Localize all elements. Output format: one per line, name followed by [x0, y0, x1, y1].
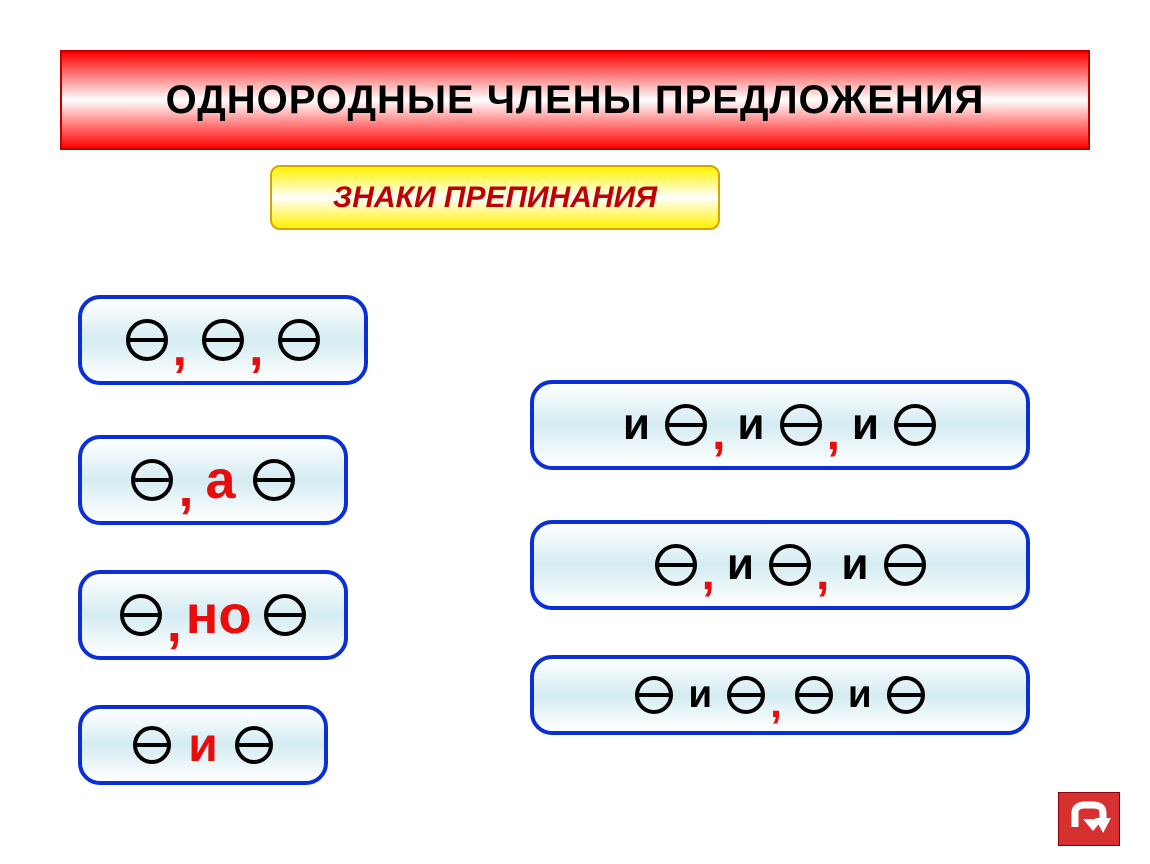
member-symbol-icon	[893, 403, 937, 447]
main-title-text: ОДНОРОДНЫЕ ЧЛЕНЫ ПРЕДЛОЖЕНИЯ	[166, 78, 985, 123]
comma: ,	[827, 406, 840, 461]
member-symbol-icon	[779, 403, 823, 447]
member-symbol-icon	[886, 675, 926, 715]
pattern-pill-p1: , ,	[78, 295, 368, 385]
member-symbol-icon	[132, 725, 172, 765]
comma: ,	[770, 679, 782, 727]
member-symbol-icon	[634, 675, 674, 715]
pattern-content: и , и	[634, 671, 925, 719]
comma: ,	[249, 318, 263, 378]
member-symbol-icon	[726, 675, 766, 715]
pattern-content: и ,и ,и	[623, 398, 937, 453]
member-symbol-icon	[125, 318, 169, 362]
member-symbol-icon	[794, 675, 834, 715]
member-symbol-icon	[234, 725, 274, 765]
pattern-pill-p3: ,но	[78, 570, 348, 660]
member-symbol-icon	[883, 543, 927, 587]
conjunction-black: и	[727, 540, 754, 590]
comma: ,	[178, 457, 193, 519]
back-button[interactable]	[1058, 792, 1120, 846]
conjunction-black: и	[852, 400, 879, 450]
member-symbol-icon	[201, 318, 245, 362]
conjunction-black: и	[841, 540, 868, 590]
member-symbol-icon	[119, 593, 163, 637]
pattern-content: ,и ,и	[634, 538, 927, 593]
subtitle-banner: ЗНАКИ ПРЕПИНАНИЯ	[270, 165, 720, 230]
conjunction-black: и	[688, 673, 712, 717]
u-turn-icon	[1067, 799, 1111, 839]
conjunction-red: но	[186, 584, 252, 646]
member-symbol-icon	[277, 318, 321, 362]
pattern-content: , ,	[125, 310, 322, 370]
comma: ,	[712, 406, 725, 461]
conjunction-red: и	[188, 718, 218, 773]
conjunction-black: и	[737, 400, 764, 450]
member-symbol-icon	[654, 543, 698, 587]
pattern-content: ,а	[130, 449, 295, 511]
member-symbol-icon	[263, 593, 307, 637]
member-symbol-icon	[768, 543, 812, 587]
member-symbol-icon	[130, 458, 174, 502]
pattern-pill-p5: и ,и ,и	[530, 380, 1030, 470]
conjunction-black: и	[848, 673, 872, 717]
main-title-banner: ОДНОРОДНЫЕ ЧЛЕНЫ ПРЕДЛОЖЕНИЯ	[60, 50, 1090, 150]
subtitle-text: ЗНАКИ ПРЕПИНАНИЯ	[333, 181, 657, 215]
comma: ,	[173, 318, 187, 378]
pattern-content: и	[132, 718, 274, 773]
pattern-content: ,но	[119, 584, 308, 646]
comma: ,	[167, 592, 182, 654]
pattern-pill-p2: ,а	[78, 435, 348, 525]
conjunction-black: и	[623, 400, 650, 450]
member-symbol-icon	[664, 403, 708, 447]
pattern-pill-p7: и , и	[530, 655, 1030, 735]
member-symbol-icon	[252, 458, 296, 502]
comma: ,	[702, 546, 715, 601]
conjunction-red: а	[205, 449, 235, 511]
comma: ,	[816, 546, 829, 601]
pattern-pill-p4: и	[78, 705, 328, 785]
pattern-pill-p6: ,и ,и	[530, 520, 1030, 610]
